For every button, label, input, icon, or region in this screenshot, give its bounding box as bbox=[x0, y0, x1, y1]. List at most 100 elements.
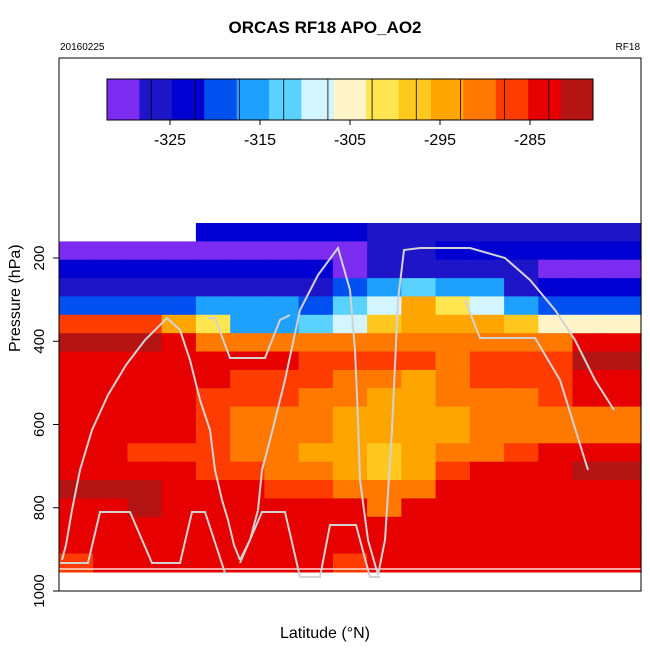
heatmap-cell bbox=[127, 241, 163, 261]
heatmap-cell bbox=[127, 480, 163, 499]
heatmap-cell bbox=[195, 388, 231, 408]
heatmap-cell bbox=[401, 443, 437, 463]
heatmap-cell bbox=[161, 535, 197, 555]
heatmap-cell bbox=[264, 480, 300, 499]
colorbar-segment bbox=[495, 79, 505, 120]
heatmap-cell bbox=[332, 314, 368, 334]
heatmap-cell bbox=[230, 278, 265, 298]
heatmap-cell bbox=[401, 333, 437, 353]
colorbar-segment bbox=[366, 79, 375, 120]
y-tick-label: 200 bbox=[31, 245, 48, 270]
heatmap-cell bbox=[161, 314, 197, 334]
heatmap-cell bbox=[195, 535, 231, 555]
heatmap-cell bbox=[332, 223, 368, 242]
heatmap-cell bbox=[469, 425, 505, 444]
heatmap-cell bbox=[298, 278, 334, 298]
heatmap-cell bbox=[264, 388, 300, 408]
date-label: 20160225 bbox=[60, 42, 105, 53]
colorbar-segment bbox=[374, 79, 383, 120]
heatmap-cell bbox=[401, 535, 437, 555]
heatmap-cell bbox=[435, 259, 471, 279]
colorbar-tick-label: -315 bbox=[244, 132, 276, 149]
heatmap-cell bbox=[504, 498, 539, 518]
heatmap-cell bbox=[572, 333, 608, 353]
colorbar-segment bbox=[179, 79, 189, 120]
heatmap-cell bbox=[230, 314, 265, 334]
heatmap-cell bbox=[504, 369, 539, 389]
heatmap-cell bbox=[401, 278, 437, 298]
heatmap-cell bbox=[127, 351, 163, 371]
heatmap-cell bbox=[298, 241, 334, 261]
heatmap-cell bbox=[59, 406, 94, 426]
colorbar-segment bbox=[398, 79, 408, 120]
heatmap-cell bbox=[572, 388, 608, 408]
heatmap-cell bbox=[93, 278, 128, 298]
heatmap-cell bbox=[504, 480, 539, 499]
colorbar-segment bbox=[447, 79, 456, 120]
heatmap-cell bbox=[230, 223, 265, 242]
heatmap-cell bbox=[538, 553, 574, 573]
heatmap-cell bbox=[572, 241, 608, 261]
heatmap-cell bbox=[195, 259, 231, 279]
heatmap-cell bbox=[93, 296, 128, 316]
heatmap-cell bbox=[93, 314, 128, 334]
heatmap-cell bbox=[230, 259, 265, 279]
heatmap-cell bbox=[469, 314, 505, 334]
heatmap-cell bbox=[161, 296, 197, 316]
heatmap-cell bbox=[538, 425, 574, 444]
colorbar-segment bbox=[301, 79, 310, 120]
heatmap-cell bbox=[127, 443, 163, 463]
colorbar-segment bbox=[115, 79, 124, 120]
colorbar-tick-label: -325 bbox=[154, 132, 186, 149]
flight-track-line bbox=[239, 245, 615, 576]
heatmap-cell bbox=[195, 425, 231, 444]
heatmap-cell bbox=[161, 516, 197, 536]
heatmap-cell bbox=[298, 351, 334, 371]
heatmap-cell bbox=[264, 406, 300, 426]
heatmap-cell bbox=[332, 553, 368, 573]
heatmap-cell bbox=[469, 461, 505, 481]
heatmap-cell bbox=[504, 333, 539, 353]
heatmap-cell bbox=[538, 443, 574, 463]
colorbar-segment bbox=[520, 79, 529, 120]
heatmap-cell bbox=[230, 369, 265, 389]
heatmap-cell bbox=[161, 425, 197, 444]
x-axis-label: Latitude (°N) bbox=[280, 625, 370, 642]
heatmap-cell bbox=[332, 351, 368, 371]
heatmap-cell bbox=[435, 369, 471, 389]
heatmap-cell bbox=[195, 333, 231, 353]
colorbar-segment bbox=[439, 79, 448, 120]
heatmap-cell bbox=[401, 351, 437, 371]
colorbar-segment bbox=[212, 79, 221, 120]
colorbar-segment bbox=[584, 79, 594, 120]
heatmap-cell bbox=[195, 553, 231, 573]
colorbar-segment bbox=[512, 79, 521, 120]
heatmap-cell bbox=[538, 406, 574, 426]
colorbar-segment bbox=[220, 79, 229, 120]
heatmap-cell bbox=[230, 553, 265, 573]
heatmap-cell bbox=[298, 461, 334, 481]
heatmap-cell bbox=[469, 223, 505, 242]
heatmap-cell bbox=[230, 241, 265, 261]
heatmap-cell bbox=[161, 443, 197, 463]
colorbar-segment bbox=[406, 79, 416, 120]
colorbar-segment bbox=[341, 79, 351, 120]
heatmap-cell bbox=[59, 296, 94, 316]
heatmap-cell bbox=[127, 333, 163, 353]
heatmap-cell bbox=[264, 223, 300, 242]
heatmap-cell bbox=[367, 443, 402, 463]
heatmap-cell bbox=[606, 223, 642, 242]
heatmap-cell bbox=[572, 259, 608, 279]
heatmap-cell bbox=[230, 443, 265, 463]
heatmap-cell bbox=[606, 425, 642, 444]
heatmap-cell bbox=[127, 406, 163, 426]
heatmap-cell bbox=[161, 480, 197, 499]
heatmap-cell bbox=[538, 314, 574, 334]
heatmap-cell bbox=[435, 351, 471, 371]
heatmap-cell bbox=[332, 241, 368, 261]
heatmap-cell bbox=[127, 498, 163, 518]
colorbar-segment bbox=[382, 79, 391, 120]
heatmap-cell bbox=[59, 369, 94, 389]
heatmap-cell bbox=[195, 296, 231, 316]
